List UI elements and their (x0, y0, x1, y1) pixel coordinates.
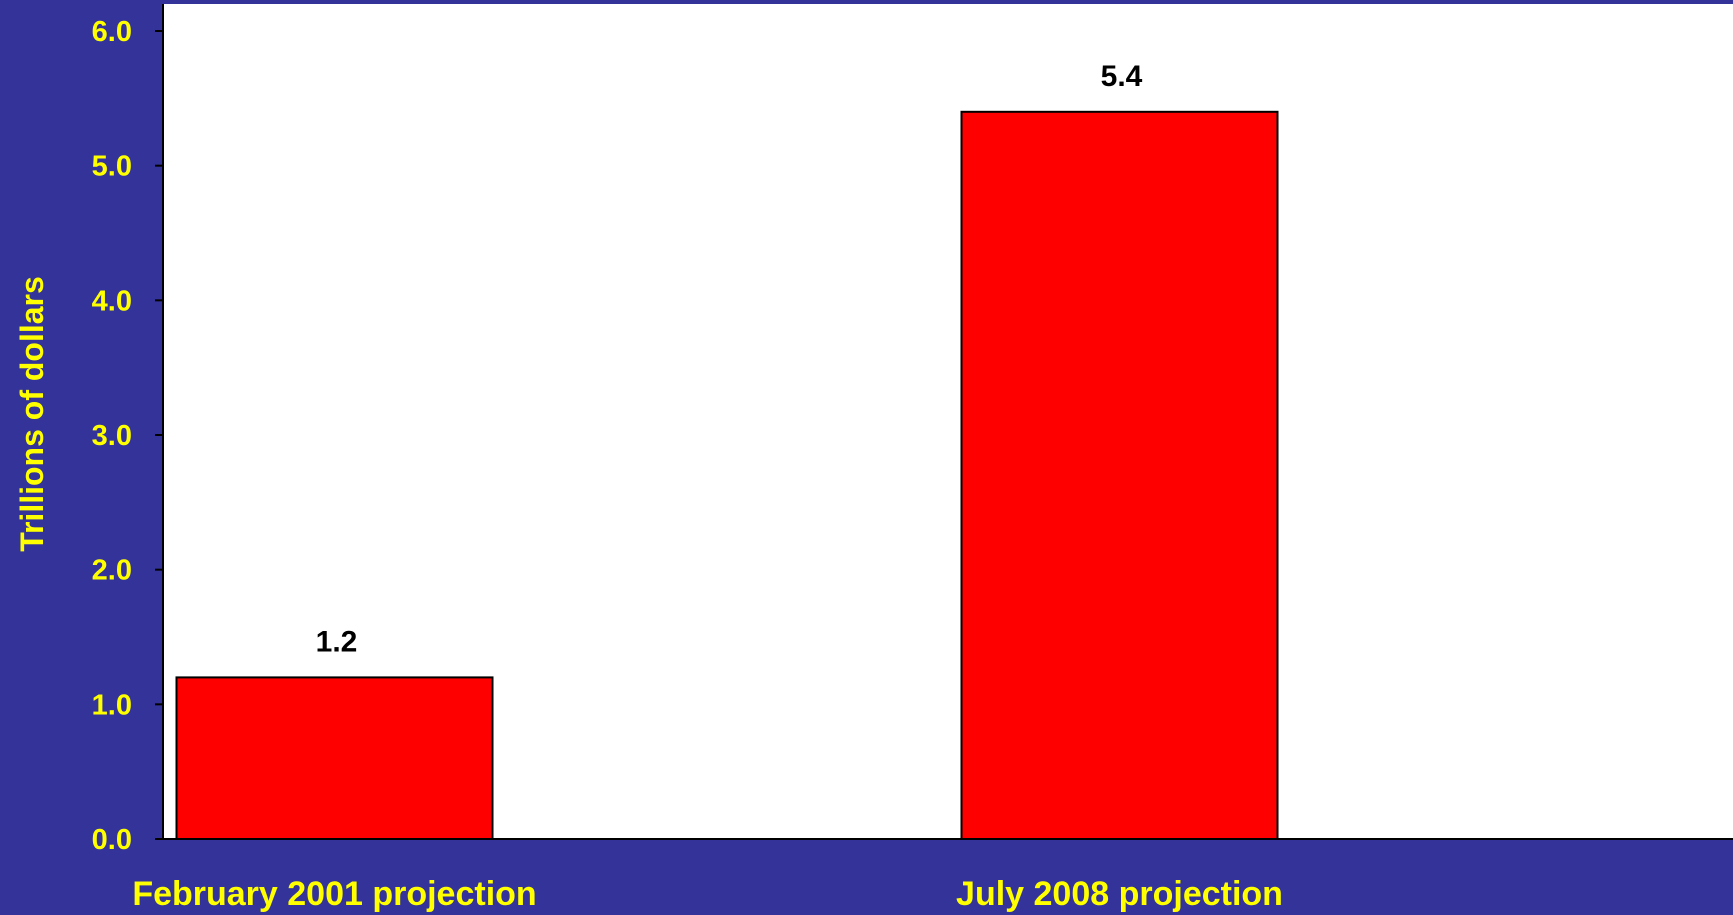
category-label: February 2001 projection (132, 875, 536, 913)
data-label: 1.2 (316, 625, 358, 658)
y-tick-label: 3.0 (92, 420, 132, 452)
bars (175, 110, 1279, 841)
y-tick-label: 1.0 (92, 689, 132, 721)
data-label: 5.4 (1101, 60, 1143, 93)
y-tick-label: 6.0 (92, 16, 132, 48)
y-tick-label: 0.0 (92, 824, 132, 856)
bar (960, 110, 1279, 841)
y-axis-title: Trillions of dollars (14, 276, 50, 552)
y-tick-label: 4.0 (92, 285, 132, 317)
category-labels: February 2001 projection July 2008 projec… (132, 875, 1283, 913)
category-label: July 2008 projection (956, 875, 1283, 913)
bar (175, 676, 494, 841)
data-labels: 1.2 5.4 (316, 60, 1143, 659)
y-tick-label: 5.0 (92, 151, 132, 183)
y-axis-ticks: 0.0 1.0 2.0 3.0 4.0 5.0 6.0 (92, 16, 163, 856)
y-tick-label: 2.0 (92, 555, 132, 587)
